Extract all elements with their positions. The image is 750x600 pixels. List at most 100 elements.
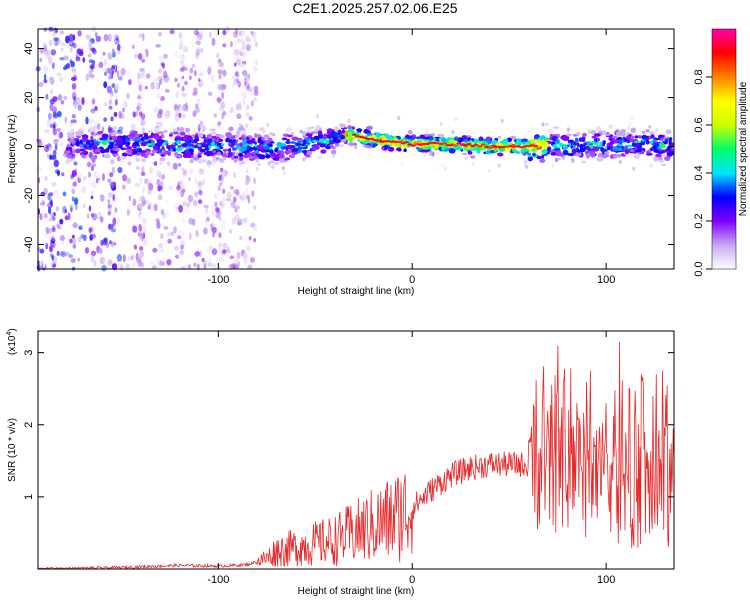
spectrogram-cell [52,255,58,264]
spectrogram-xtick-label: 0 [409,274,415,286]
spectrogram-cell [233,171,236,179]
spectrogram-cell [132,44,135,50]
spectrogram-cell [194,178,198,185]
spectrogram-cell [256,144,264,150]
spectrogram-cell [57,94,63,101]
spectrogram-cell [225,249,231,254]
spectrogram-cell [207,65,212,72]
spectrogram-cell [152,247,158,253]
spectrogram-cell [407,130,413,134]
spectrogram-cell [118,131,123,134]
spectrogram-cell [212,150,216,154]
spectrogram-cell [638,161,642,166]
spectrogram-cell [577,152,582,157]
spectrogram-cell [185,141,191,145]
spectrogram-cell [348,132,353,138]
spectrogram-cell [85,116,89,125]
spectrogram-cell [93,141,100,146]
spectrogram-cell [108,223,112,230]
spectrogram-cell [191,63,196,69]
spectrogram-cell [248,236,252,241]
spectrogram-cell [198,78,201,82]
spectrogram-cell [233,48,240,56]
spectrogram-cell [197,154,202,158]
spectrogram-cell [87,171,92,178]
spectrogram-cell [127,256,132,261]
spectrogram-cell [64,116,68,124]
spectrogram-cell [216,52,220,59]
spectrogram-cell [208,31,213,39]
spectrogram-cell [317,156,323,159]
spectrogram-cell [471,162,475,166]
spectrogram-cell [64,209,68,214]
spectrogram-cell [237,169,241,175]
spectrogram-cell [576,149,581,153]
spectrogram-cell [139,231,143,238]
spectrogram-cell [134,138,141,142]
spectrogram-cell [148,202,152,210]
spectrogram-cell [549,133,553,138]
spectrogram-cell [138,84,143,92]
spectrogram-cell [91,233,96,239]
spectrogram-cell [141,225,147,233]
spectrogram-cell [118,144,123,149]
spectrogram-cell [664,156,671,162]
spectrogram-cell [95,35,101,43]
spectrogram-cell [354,145,358,150]
spectrogram-cell [395,143,400,147]
spectrogram-cell [223,156,227,161]
spectrogram-cell [206,160,212,165]
spectrogram-cell [156,122,160,125]
spectrogram-cell [60,251,67,258]
spectrogram-cell [116,253,123,262]
spectrogram-cell [191,40,195,48]
spectrogram-cell [218,232,222,238]
spectrogram-cell [244,123,249,128]
spectrogram-cell [145,199,151,205]
spectrogram-cell [50,182,57,187]
spectrogram-cell [198,132,204,138]
spectrogram-cell [102,52,106,56]
spectrogram-cell [244,95,247,99]
spectrogram-frame [37,28,675,270]
spectrogram-cell [140,46,143,54]
spectrogram-cell [525,149,530,152]
spectrogram-cell [423,133,430,137]
spectrogram-cell [143,132,149,136]
spectrogram-cell [592,146,600,152]
spectrogram-cell [248,116,253,121]
spectrogram-cell [633,154,640,159]
spectrogram-cell [166,145,171,150]
spectrogram-cell [245,35,250,43]
spectrogram-cell [106,67,112,75]
spectrogram-cell [612,146,619,151]
spectrogram-cell [245,169,249,174]
spectrogram-cell [46,119,51,127]
spectrogram-cell [182,153,190,158]
spectrogram-cell [127,79,132,86]
spectrogram-cell [147,182,152,189]
spectrogram-cell [627,125,631,130]
spectrogram-cell [48,217,52,222]
spectrogram-cell [192,110,197,118]
spectrogram-cell [132,251,138,255]
spectrogram-cell [134,182,141,188]
spectrogram-cell [314,145,320,150]
spectrogram-cell [204,218,210,223]
spectrogram-cell [422,152,426,157]
spectrogram-cell [48,206,52,215]
spectrogram-cell [245,44,251,52]
spectrogram-cells [35,25,675,272]
spectrogram-cell [174,254,180,259]
spectrogram-cell [104,58,107,66]
spectrogram-cell [70,76,77,82]
spectrogram-cell [466,143,472,146]
spectrogram-cell [91,98,96,105]
spectrogram-cell [230,40,233,48]
spectrogram-cell [641,134,648,140]
spectrogram-cell [319,143,326,148]
spectrogram-cell [604,151,610,155]
colorbar-ticks: 0.0 0.2 0.4 0.6 0.8 [693,69,712,277]
spectrogram-cell [566,128,570,132]
spectrogram-cell [222,188,226,195]
